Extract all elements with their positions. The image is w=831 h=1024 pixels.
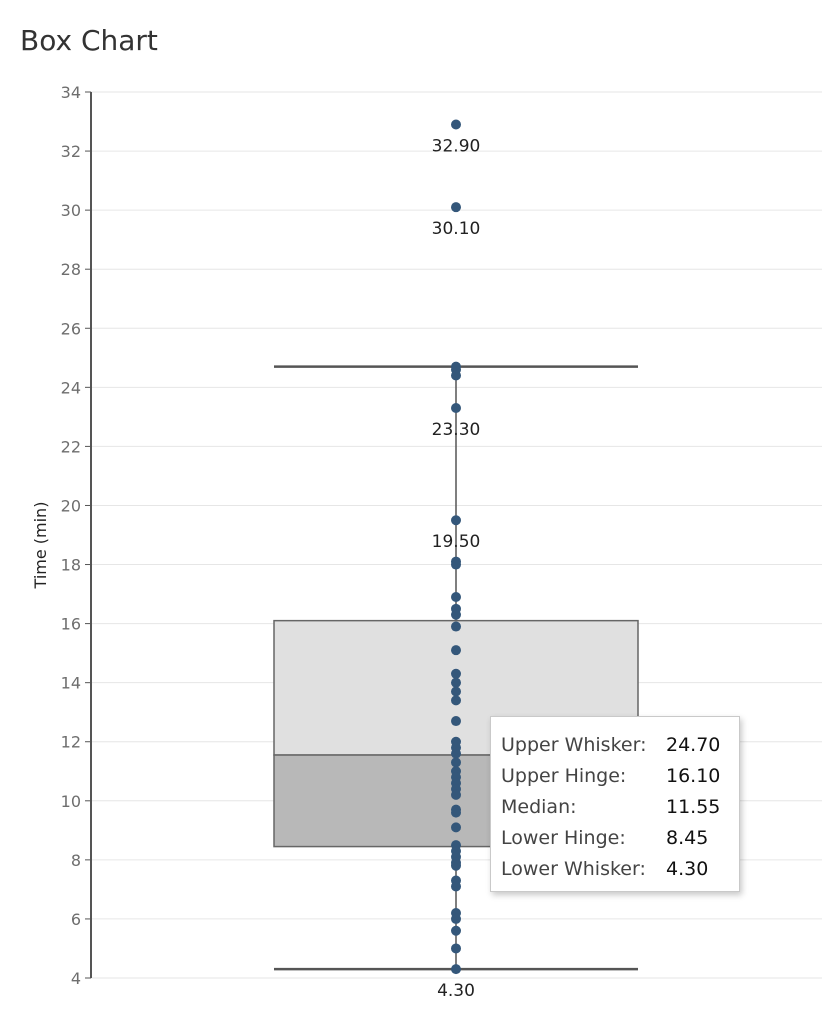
y-tick-label: 16 — [61, 615, 81, 634]
data-point — [451, 822, 461, 833]
y-tick-label: 32 — [61, 142, 81, 161]
y-tick-label: 8 — [71, 851, 81, 870]
tooltip-label: Median: — [501, 795, 577, 818]
y-tick-label: 18 — [61, 556, 81, 575]
data-label: 23.30 — [432, 420, 481, 440]
tooltip-label: Lower Whisker: — [501, 857, 646, 880]
y-tick-label: 10 — [61, 792, 81, 811]
data-point — [451, 748, 461, 759]
tooltip-value: 4.30 — [666, 857, 709, 880]
data-point — [451, 964, 461, 975]
data-point — [451, 789, 461, 800]
data-point — [451, 686, 461, 697]
data-point — [451, 716, 461, 727]
chart-title: Box Chart — [20, 24, 158, 57]
data-point — [451, 592, 461, 603]
tooltip-label: Upper Whisker: — [501, 733, 647, 756]
y-tick-label: 14 — [61, 674, 81, 693]
data-point — [451, 757, 461, 768]
tooltip-label: Upper Hinge: — [501, 764, 627, 787]
y-tick-label: 6 — [71, 910, 81, 929]
tooltip-label: Lower Hinge: — [501, 826, 626, 849]
data-point — [451, 881, 461, 892]
data-label: 4.30 — [437, 981, 475, 1001]
y-tick-label: 24 — [61, 378, 81, 397]
data-point — [451, 645, 461, 656]
data-labels: 32.90 30.10 23.30 19.50 4.30 — [432, 136, 481, 1001]
tooltip-row-lower-hinge: Lower Hinge: 8.45 — [501, 822, 729, 853]
y-tick-label: 26 — [61, 319, 81, 338]
data-label: 19.50 — [432, 532, 481, 552]
summary-tooltip: Upper Whisker: 24.70 Upper Hinge: 16.10 … — [490, 716, 740, 892]
y-axis-title: Time (min) — [31, 502, 50, 590]
data-point — [451, 403, 461, 414]
data-point — [451, 925, 461, 936]
data-point — [451, 119, 461, 130]
data-point — [451, 609, 461, 620]
tooltip-value: 8.45 — [666, 826, 709, 849]
data-point — [451, 668, 461, 679]
y-tick-label: 12 — [61, 733, 81, 752]
data-point — [451, 515, 461, 526]
data-point — [451, 621, 461, 632]
data-label: 32.90 — [432, 136, 481, 156]
data-point — [451, 913, 461, 924]
data-label: 30.10 — [432, 219, 481, 239]
y-tick-label: 30 — [61, 201, 81, 220]
y-tick-label: 20 — [61, 496, 81, 515]
data-point — [451, 677, 461, 688]
tooltip-row-median: Median: 11.55 — [501, 791, 729, 822]
y-tick-label: 28 — [61, 260, 81, 279]
data-point — [451, 807, 461, 818]
tooltip-row-upper-hinge: Upper Hinge: 16.10 — [501, 760, 729, 791]
data-point — [451, 559, 461, 570]
data-point — [451, 860, 461, 871]
y-tick-label: 22 — [61, 437, 81, 456]
y-tick-label: 4 — [71, 969, 81, 988]
tooltip-row-lower-whisker: Lower Whisker: 4.30 — [501, 853, 729, 884]
data-points — [451, 119, 461, 975]
data-point — [451, 370, 461, 381]
tooltip-value: 16.10 — [666, 764, 721, 787]
tooltip-value: 24.70 — [666, 733, 721, 756]
tooltip-value: 11.55 — [666, 795, 721, 818]
data-point — [451, 202, 461, 213]
tooltip-row-upper-whisker: Upper Whisker: 24.70 — [501, 729, 729, 760]
data-point — [451, 943, 461, 954]
y-tick-label: 34 — [61, 83, 81, 102]
y-axis: 4 6 8 10 12 14 16 18 20 22 24 26 28 30 32 34 — [61, 83, 92, 988]
data-point — [451, 695, 461, 706]
